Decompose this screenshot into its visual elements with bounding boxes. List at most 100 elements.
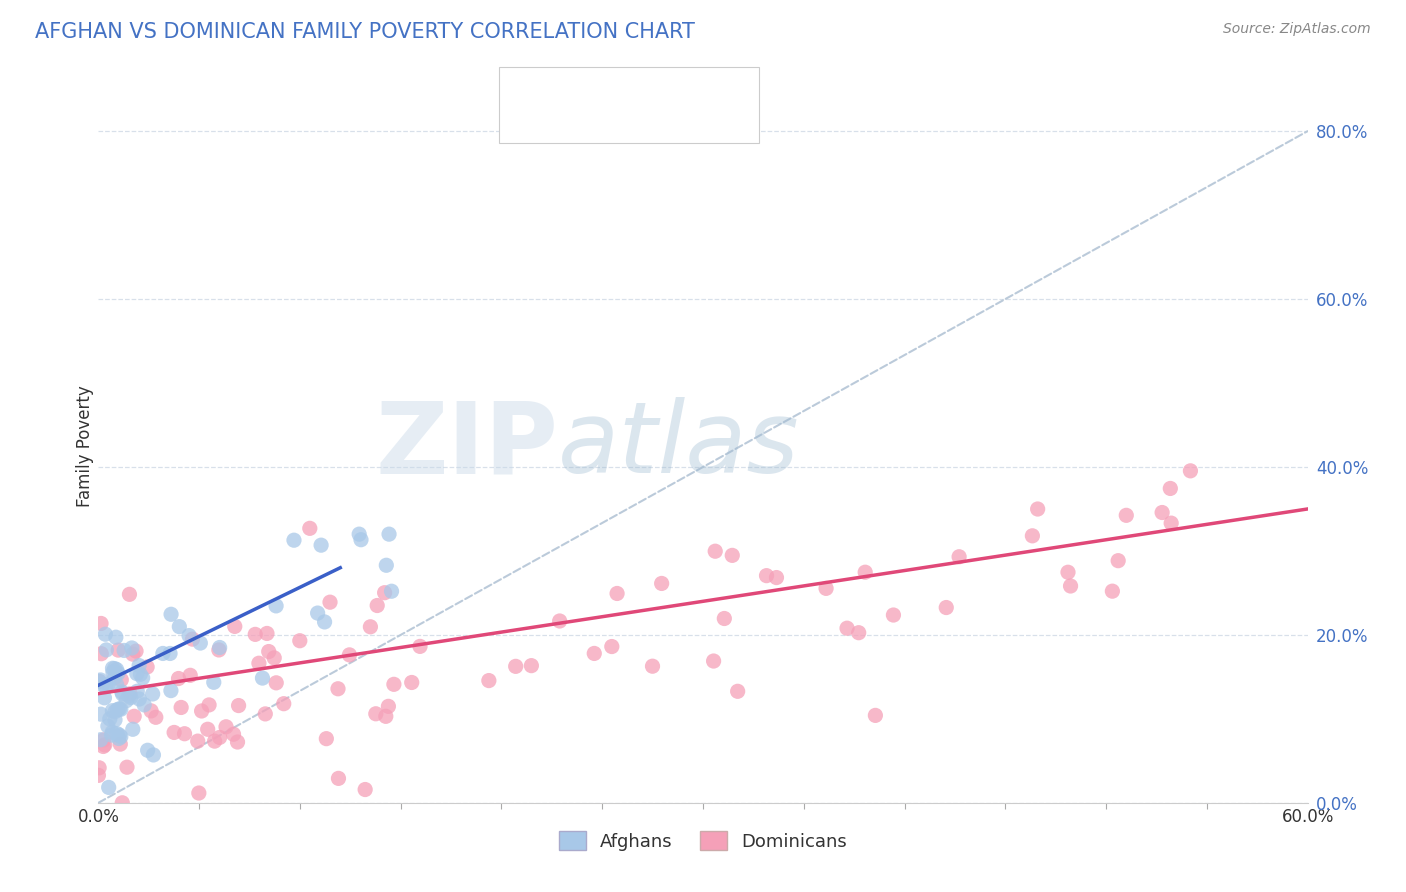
Point — [948, 549, 970, 564]
Point — [583, 647, 606, 661]
Text: N =: N = — [633, 103, 672, 120]
Point — [380, 584, 402, 599]
Point — [101, 704, 124, 718]
Point — [104, 705, 127, 719]
Point — [159, 647, 181, 661]
Point — [107, 666, 129, 681]
Point — [94, 680, 117, 694]
Point — [288, 633, 311, 648]
Point — [505, 659, 527, 673]
Point — [128, 692, 150, 706]
Point — [118, 587, 141, 601]
Point — [103, 671, 125, 685]
Point — [118, 689, 141, 703]
Point — [1021, 529, 1043, 543]
Point — [202, 675, 225, 690]
Point — [97, 719, 120, 733]
Point — [87, 768, 110, 782]
Y-axis label: Family Poverty: Family Poverty — [76, 385, 94, 507]
Point — [110, 673, 132, 687]
Point — [181, 632, 204, 647]
Point — [127, 684, 149, 698]
Point — [93, 690, 115, 705]
Point — [111, 687, 134, 701]
Point — [366, 599, 388, 613]
Point — [101, 665, 124, 679]
Point — [853, 566, 876, 580]
Point — [283, 533, 305, 548]
Point — [256, 626, 278, 640]
Point — [273, 697, 295, 711]
Point — [90, 707, 112, 722]
Point — [129, 667, 152, 681]
Point — [401, 675, 423, 690]
Point — [108, 728, 131, 742]
Point — [163, 725, 186, 739]
Point — [111, 685, 134, 699]
Point — [713, 611, 735, 625]
Point — [89, 761, 111, 775]
Point — [188, 636, 211, 650]
Point — [97, 677, 120, 691]
Point — [96, 643, 118, 657]
Point — [815, 582, 838, 596]
Point — [703, 654, 725, 668]
Point — [314, 615, 336, 629]
Point — [378, 527, 401, 541]
Text: 0.453: 0.453 — [579, 103, 631, 120]
Point — [307, 606, 329, 620]
Point — [160, 607, 183, 622]
Point — [264, 675, 287, 690]
Point — [298, 521, 321, 535]
Point — [520, 658, 543, 673]
Point — [122, 709, 145, 723]
Point — [326, 681, 349, 696]
Point — [190, 704, 212, 718]
Point — [755, 568, 778, 582]
Point — [107, 643, 129, 657]
Text: 100: 100 — [665, 102, 706, 121]
Point — [641, 659, 664, 673]
Point — [93, 732, 115, 747]
Point — [865, 708, 887, 723]
Point — [115, 760, 138, 774]
Point — [98, 712, 121, 726]
Text: Source: ZipAtlas.com: Source: ZipAtlas.com — [1223, 22, 1371, 37]
Point — [935, 600, 957, 615]
Text: 0.346: 0.346 — [579, 74, 631, 92]
Point — [1059, 579, 1081, 593]
Point — [91, 678, 114, 692]
Point — [121, 723, 143, 737]
Text: ZIP: ZIP — [375, 398, 558, 494]
Text: AFGHAN VS DOMINICAN FAMILY POVERTY CORRELATION CHART: AFGHAN VS DOMINICAN FAMILY POVERTY CORRE… — [35, 22, 695, 42]
Point — [204, 734, 226, 748]
Point — [254, 706, 277, 721]
Point — [187, 734, 209, 748]
Point — [160, 683, 183, 698]
Point — [90, 616, 112, 631]
Point — [721, 549, 744, 563]
Point — [152, 647, 174, 661]
Point — [245, 627, 267, 641]
Point — [1101, 584, 1123, 599]
Point — [382, 677, 405, 691]
Point — [131, 671, 153, 685]
Point — [1057, 566, 1080, 580]
Point — [89, 674, 111, 689]
Point — [727, 684, 749, 698]
Point — [111, 796, 134, 810]
Point — [208, 731, 231, 745]
Point — [364, 706, 387, 721]
Point — [1152, 506, 1174, 520]
Point — [94, 738, 117, 752]
Point — [142, 747, 165, 762]
Point — [409, 640, 432, 654]
Point — [478, 673, 501, 688]
Point — [101, 661, 124, 675]
Point — [1180, 464, 1202, 478]
Point — [1026, 502, 1049, 516]
Point — [177, 629, 200, 643]
Point — [226, 735, 249, 749]
Text: R =: R = — [547, 74, 586, 92]
Point — [377, 699, 399, 714]
